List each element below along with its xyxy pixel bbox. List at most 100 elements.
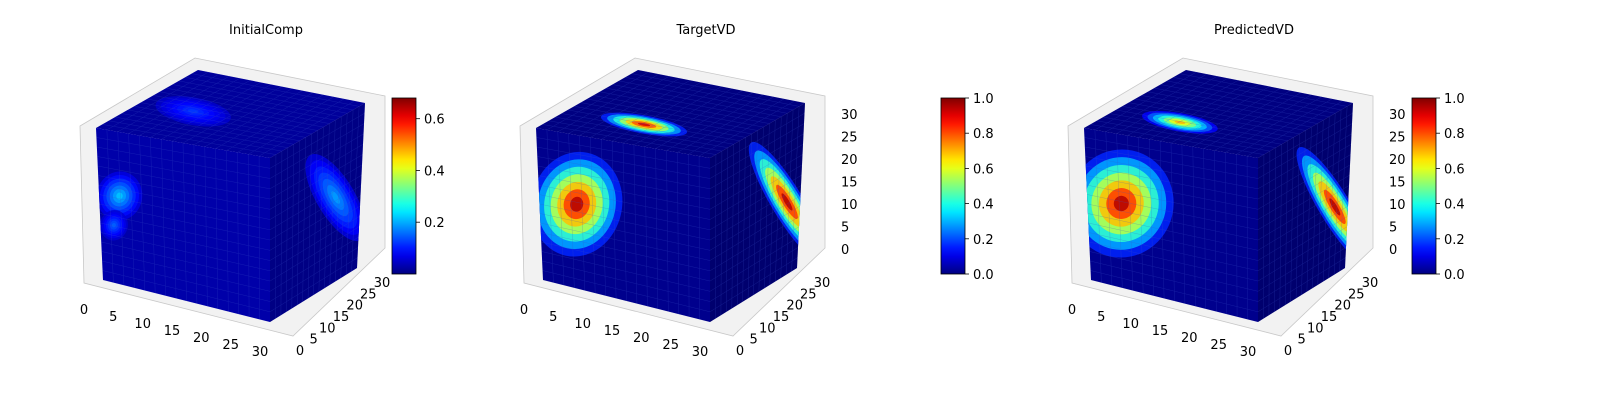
grid-line — [540, 232, 711, 272]
voxel-region — [600, 112, 688, 137]
y-tick-label: 0 — [736, 344, 744, 359]
y-tick-label: 10 — [319, 321, 336, 336]
grid-line — [1257, 133, 1352, 190]
grid-line — [677, 152, 679, 315]
grid-line — [1090, 260, 1259, 302]
grid-line — [1339, 106, 1348, 272]
grid-line — [567, 109, 740, 142]
grid-line — [1279, 144, 1283, 309]
grid-line — [269, 144, 364, 200]
region-level — [116, 192, 123, 200]
grid-line — [1170, 142, 1175, 302]
grid-line — [1257, 216, 1348, 272]
grid-line — [1257, 174, 1350, 231]
grid-line — [611, 84, 712, 142]
grid-line — [1147, 91, 1318, 124]
grid-line — [622, 142, 627, 302]
grid-line — [1328, 113, 1336, 279]
grid-line — [666, 150, 669, 312]
voxel-region — [155, 96, 231, 127]
cube-face-top — [536, 70, 805, 158]
y-tick-label: 25 — [360, 287, 377, 302]
voxel-region — [1084, 149, 1174, 258]
grid-line — [102, 270, 271, 313]
grid-line — [537, 165, 711, 200]
grid-line — [345, 109, 354, 275]
grid-line — [134, 106, 306, 138]
colorbar-tick-label: 0.4 — [1444, 198, 1465, 213]
colorbar-tick-label: 0.4 — [424, 165, 445, 180]
grid-line — [280, 151, 283, 316]
grid-line — [736, 140, 740, 306]
voxel-grid — [96, 71, 365, 320]
grid-line — [329, 120, 336, 285]
grid-line — [539, 203, 711, 241]
grid-line — [1094, 129, 1102, 283]
grid-line — [269, 133, 364, 190]
grid-line — [775, 116, 782, 282]
region-level — [111, 223, 116, 228]
grid-line — [139, 78, 240, 136]
grid-line — [593, 95, 764, 128]
grid-line — [542, 270, 711, 313]
grid-line — [101, 241, 271, 282]
grid-line — [96, 146, 271, 179]
grid-line — [1257, 205, 1349, 261]
x-tick-label: 0 — [80, 303, 88, 318]
grid-line — [606, 87, 776, 121]
z-tick-label: 0 — [1389, 243, 1397, 258]
region-level — [331, 191, 340, 204]
grid-line — [108, 120, 282, 152]
colorbar-tick-label: 0.2 — [1444, 233, 1465, 248]
voxel-cube — [96, 70, 365, 322]
grid-line — [215, 148, 219, 309]
grid-line — [601, 82, 701, 140]
grid-line — [644, 90, 743, 148]
colorbar-tick-label: 0.2 — [973, 233, 994, 248]
grid-line — [1257, 113, 1353, 169]
grid-line — [1154, 87, 1324, 121]
colorbar-bar — [391, 97, 417, 275]
voxel-region — [96, 171, 143, 221]
grid-line — [1333, 109, 1342, 275]
grid-line — [1236, 98, 1333, 155]
grid-line — [1225, 96, 1322, 153]
grid-line — [557, 73, 660, 133]
grid-line — [568, 133, 575, 288]
grid-line — [1257, 123, 1353, 179]
colorbar-tick-label: 0.0 — [1444, 268, 1465, 283]
y-tick-label: 20 — [786, 299, 803, 314]
grid-line — [546, 129, 554, 283]
grid-line — [633, 144, 638, 304]
x-tick-label: 5 — [549, 310, 557, 325]
x-tick-label: 0 — [520, 303, 528, 318]
grid-line — [258, 156, 260, 320]
grid-line — [1284, 140, 1288, 306]
grid-line — [237, 152, 239, 315]
grid-line — [622, 86, 722, 144]
y-tick-label: 25 — [800, 287, 817, 302]
grid-line — [172, 84, 342, 118]
grid-line — [709, 205, 801, 261]
grid-line — [1173, 77, 1342, 111]
z-tick-label: 5 — [1389, 221, 1397, 236]
colorbar-tick-label: 1.0 — [1444, 92, 1465, 107]
grid-line — [269, 195, 361, 251]
grid-line — [1263, 154, 1265, 319]
grid-line — [1149, 139, 1154, 296]
grid-line — [226, 94, 324, 151]
grid-line — [1214, 94, 1312, 151]
colorbar-tick-label: 0.0 — [973, 268, 994, 283]
grid-line — [753, 130, 758, 296]
colorbar-tick-label: 0.6 — [973, 162, 994, 177]
grid-line — [1181, 88, 1281, 146]
grid-line — [590, 80, 691, 138]
grid-line — [117, 73, 220, 133]
y-tick-label: 20 — [346, 299, 363, 314]
grid-line — [99, 213, 271, 251]
grid-line — [709, 144, 804, 200]
face-shade — [1258, 103, 1353, 322]
grid-line — [102, 124, 276, 155]
grid-line — [313, 130, 318, 296]
